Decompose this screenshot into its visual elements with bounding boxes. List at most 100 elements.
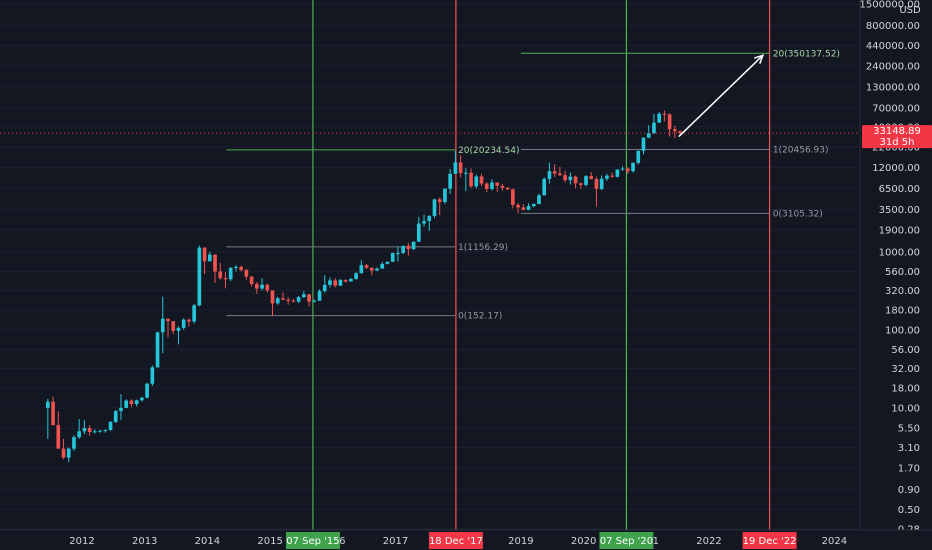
candle-body — [338, 279, 343, 286]
candle — [296, 296, 301, 304]
candle — [385, 261, 390, 265]
candle-body — [547, 171, 552, 179]
candle-body — [291, 300, 296, 302]
candle-body — [197, 247, 202, 306]
candle-body — [584, 176, 588, 185]
candle — [390, 252, 395, 263]
candle — [181, 318, 186, 330]
candle — [98, 430, 102, 433]
currency-label: USD — [899, 5, 921, 16]
candle-body — [359, 265, 364, 274]
price-tick-label: 560.00 — [885, 267, 920, 278]
candle-body — [140, 397, 144, 401]
candle-body — [636, 150, 641, 163]
candle-body — [281, 298, 285, 300]
candle — [646, 125, 651, 138]
fib-level-label: 0(152.17) — [458, 312, 502, 322]
candle — [349, 277, 353, 282]
price-tick-label: 10.00 — [891, 403, 920, 414]
candle-body — [573, 176, 578, 184]
candle-body — [343, 279, 348, 282]
candle-body — [552, 171, 557, 174]
candle — [479, 173, 484, 186]
date-marker-label-bg — [285, 532, 340, 549]
candle-body — [46, 401, 50, 408]
candle-body — [213, 254, 217, 272]
candle — [625, 167, 630, 175]
candle-body — [673, 129, 677, 132]
candle — [526, 203, 531, 211]
price-tick-label: 3500.00 — [879, 205, 920, 216]
candle-body — [625, 168, 630, 172]
candle-body — [322, 284, 327, 292]
candle-body — [265, 284, 270, 291]
candle — [589, 172, 594, 180]
candle-body — [302, 294, 306, 298]
candle-body — [401, 245, 405, 254]
time-tick-label: 2019 — [508, 536, 533, 547]
candle-body — [375, 268, 379, 271]
candle-body — [77, 431, 82, 438]
candle — [667, 113, 672, 137]
candle — [500, 183, 505, 191]
candle — [652, 114, 656, 135]
candle-body — [443, 188, 447, 203]
candle — [641, 137, 646, 155]
candle-body — [181, 319, 186, 328]
candle-body — [202, 247, 207, 262]
fib-level-label: 20(20234.54) — [458, 146, 519, 156]
candle-body — [223, 278, 228, 280]
candle — [291, 298, 296, 303]
candle-body — [119, 407, 123, 412]
candle-body — [275, 298, 280, 304]
candle-body — [427, 216, 432, 222]
candle-body — [511, 189, 515, 205]
candle — [317, 289, 322, 301]
candle — [484, 182, 489, 193]
candle — [93, 429, 97, 434]
candle — [547, 162, 552, 184]
candle-body — [657, 113, 661, 123]
current-price-value: 33148.89 — [873, 126, 921, 137]
candle-body — [563, 175, 567, 181]
candle-body — [150, 367, 155, 384]
candle-body — [328, 280, 332, 285]
candle — [584, 175, 588, 187]
candle-body — [568, 176, 573, 181]
candle — [260, 278, 264, 291]
grid-layer — [0, 3, 860, 530]
candle — [521, 203, 526, 211]
price-tick-label: 1500000.00 — [860, 0, 920, 11]
candle-body — [385, 261, 390, 264]
candle — [72, 434, 76, 451]
overlays — [0, 54, 860, 138]
candle — [369, 267, 374, 276]
candle — [113, 409, 118, 423]
candle — [568, 172, 573, 185]
candle — [354, 272, 358, 280]
candle — [406, 242, 411, 256]
candle — [396, 247, 400, 262]
candle — [270, 290, 275, 317]
candle — [108, 420, 113, 431]
candle-body — [312, 300, 317, 302]
candle-body — [469, 172, 473, 187]
candle — [228, 266, 233, 282]
price-tick-label: 1900.00 — [879, 226, 920, 237]
price-axis-background — [860, 0, 932, 550]
candle-body — [542, 178, 547, 196]
candle-body — [307, 294, 311, 302]
candle — [145, 382, 149, 399]
candle — [437, 197, 442, 216]
candle — [234, 264, 238, 272]
candle-body — [396, 253, 400, 255]
candle-body — [464, 172, 468, 174]
price-tick-label: 100.00 — [885, 325, 920, 336]
candle — [134, 399, 139, 407]
candle — [375, 267, 379, 271]
candle-body — [662, 113, 667, 115]
candle — [307, 293, 311, 307]
price-tick-label: 3.10 — [898, 443, 920, 454]
candle-body — [333, 280, 338, 286]
